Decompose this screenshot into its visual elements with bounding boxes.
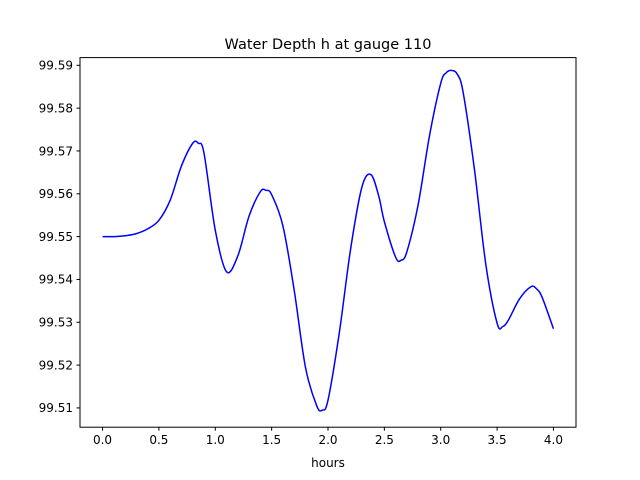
- y-tick-label: 99.53: [39, 316, 73, 330]
- x-tick-label: 2.0: [318, 433, 337, 447]
- y-tick-label: 99.56: [39, 187, 73, 201]
- series-line: [102, 69, 555, 412]
- x-tick-label: 3.0: [431, 433, 450, 447]
- y-tick-label: 99.59: [39, 59, 73, 73]
- x-tick-label: 0.0: [93, 433, 112, 447]
- y-tick-label: 99.51: [39, 401, 73, 415]
- x-axis-ticks: 0.0 0.5 1.0 1.5 2.0 2.5 3.0 3.5 4.0: [93, 427, 563, 447]
- x-tick-label: 3.5: [488, 433, 507, 447]
- chart-title: Water Depth h at gauge 110: [225, 37, 432, 53]
- y-tick-label: 99.52: [39, 358, 73, 372]
- y-tick-label: 99.54: [39, 273, 73, 287]
- x-tick-label: 1.0: [206, 433, 225, 447]
- x-tick-label: 0.5: [149, 433, 168, 447]
- x-tick-label: 4.0: [544, 433, 563, 447]
- x-tick-label: 2.5: [375, 433, 394, 447]
- y-tick-label: 99.58: [39, 101, 73, 115]
- y-tick-label: 99.57: [39, 144, 73, 158]
- y-tick-label: 99.55: [39, 230, 73, 244]
- plot-area: [102, 69, 555, 412]
- y-axis-ticks: 99.51 99.52 99.53 99.54 99.55 99.56 99.57 99.58…: [39, 59, 80, 415]
- x-axis-label: hours: [311, 456, 345, 470]
- axes-frame: [79, 57, 577, 428]
- x-tick-label: 1.5: [262, 433, 281, 447]
